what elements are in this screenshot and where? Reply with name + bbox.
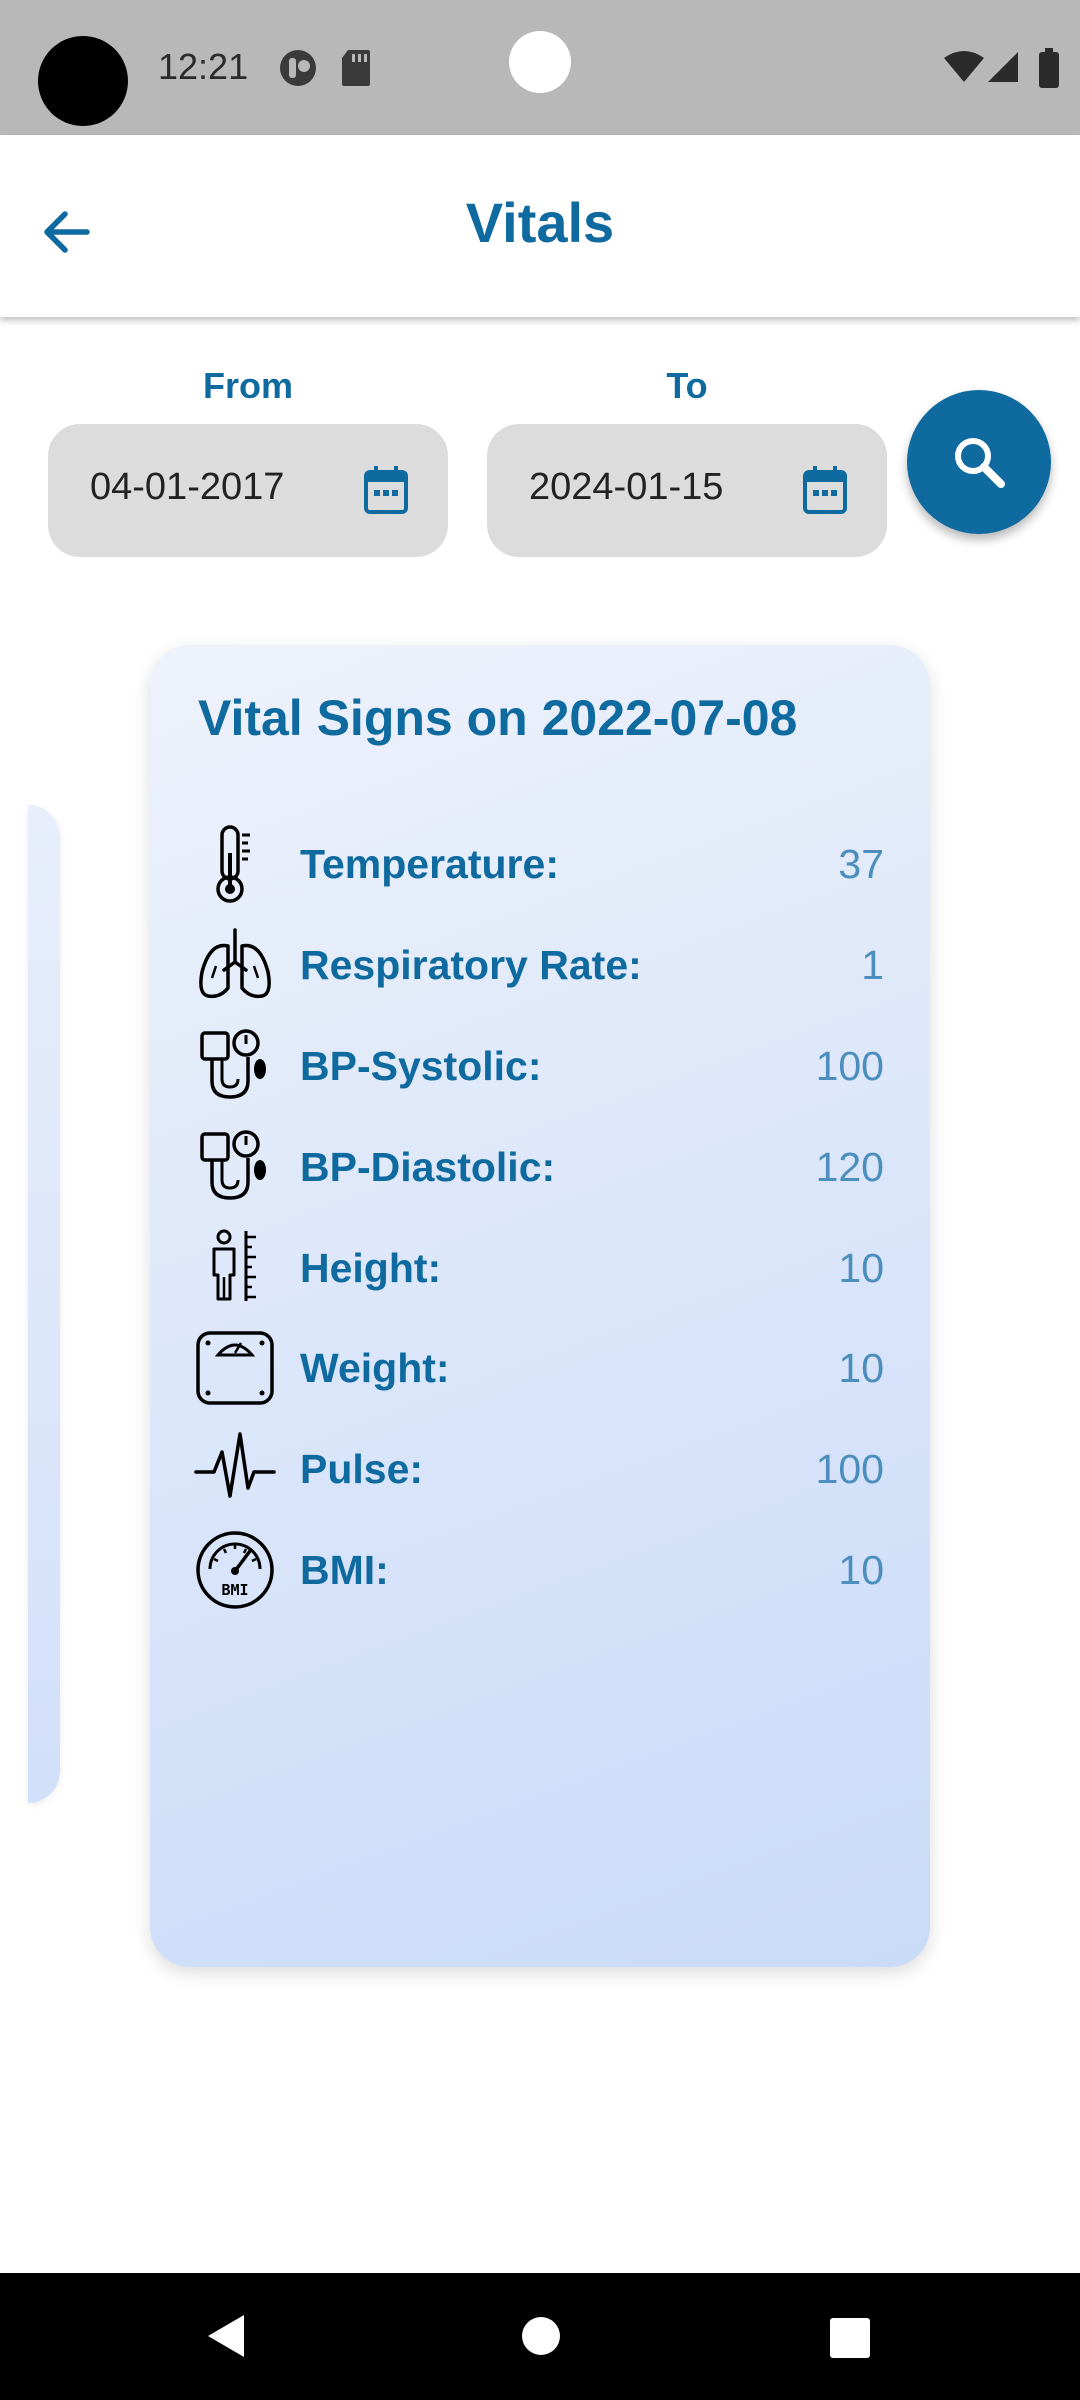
height-icon	[212, 1229, 256, 1301]
vital-label: Weight:	[300, 1345, 450, 1391]
vital-row-bp-systolic: BP-Systolic: 100	[194, 1021, 884, 1111]
status-time: 12:21	[158, 46, 249, 87]
sd-card-icon	[340, 48, 372, 93]
nav-home-icon[interactable]	[520, 2315, 562, 2362]
vital-value: 10	[838, 1345, 884, 1391]
to-date-field[interactable]: 2024-01-15	[487, 424, 887, 557]
vital-label: Temperature:	[300, 841, 559, 887]
search-icon	[955, 438, 1005, 488]
nav-back-icon[interactable]	[204, 2311, 248, 2366]
vital-value: 10	[838, 1547, 884, 1593]
vital-row-bp-diastolic: BP-Diastolic: 120	[194, 1122, 884, 1212]
vital-row-height: Height: 10	[194, 1223, 884, 1313]
system-nav-bar	[0, 2273, 1080, 2400]
pulse-icon	[194, 1432, 276, 1498]
vital-value: 1	[861, 942, 884, 988]
notification-icon	[278, 48, 318, 93]
svg-text:BMI: BMI	[221, 1581, 248, 1599]
to-date-value: 2024-01-15	[529, 466, 724, 508]
front-sensor	[509, 31, 571, 93]
page-title: Vitals	[465, 191, 615, 254]
calendar-icon[interactable]	[801, 464, 849, 521]
vital-label: BP-Diastolic:	[300, 1144, 556, 1190]
search-button[interactable]	[907, 390, 1051, 534]
from-date-value: 04-01-2017	[90, 466, 285, 508]
vital-value: 100	[815, 1446, 884, 1492]
from-date-field[interactable]: 04-01-2017	[48, 424, 448, 557]
vital-row-weight: Weight: 10	[194, 1323, 884, 1413]
from-label: From	[203, 365, 293, 406]
previous-vitals-card[interactable]	[28, 805, 60, 1803]
signal-icon	[986, 50, 1020, 89]
camera-cutout	[38, 36, 128, 126]
back-button[interactable]	[30, 195, 104, 269]
lungs-icon	[199, 928, 271, 999]
app-bar: Vitals	[0, 135, 1080, 317]
vitals-card[interactable]: Vital Signs on 2022-07-08 Temperature: 3…	[150, 645, 930, 1967]
vital-value: 100	[815, 1043, 884, 1089]
wifi-icon	[943, 50, 985, 89]
weight-scale-icon	[196, 1331, 274, 1405]
vital-label: Pulse:	[300, 1446, 424, 1492]
vital-label: Respiratory Rate:	[300, 942, 642, 988]
thermometer-icon	[216, 825, 250, 903]
blood-pressure-icon	[200, 1130, 266, 1200]
blood-pressure-icon	[200, 1029, 266, 1099]
to-label: To	[666, 365, 708, 406]
nav-recents-icon[interactable]	[830, 2318, 870, 2363]
vital-row-temperature: Temperature: 37	[194, 819, 884, 909]
calendar-icon[interactable]	[362, 464, 410, 521]
battery-icon	[1038, 48, 1060, 93]
vital-row-respiratory-rate: Respiratory Rate: 1	[194, 920, 884, 1010]
card-title: Vital Signs on 2022-07-08	[198, 690, 798, 746]
vital-value: 120	[815, 1144, 884, 1190]
vital-value: 37	[838, 841, 884, 887]
arrow-left-icon	[44, 211, 90, 253]
vital-label: Height:	[300, 1245, 442, 1291]
status-bar: 12:21	[0, 0, 1080, 135]
vital-label: BMI:	[300, 1547, 389, 1593]
vital-row-pulse: Pulse: 100	[194, 1424, 884, 1514]
bmi-gauge-icon: BMI	[196, 1531, 274, 1609]
vital-row-bmi: BMI BMI: 10	[194, 1525, 884, 1615]
vital-label: BP-Systolic:	[300, 1043, 542, 1089]
vital-value: 10	[838, 1245, 884, 1291]
